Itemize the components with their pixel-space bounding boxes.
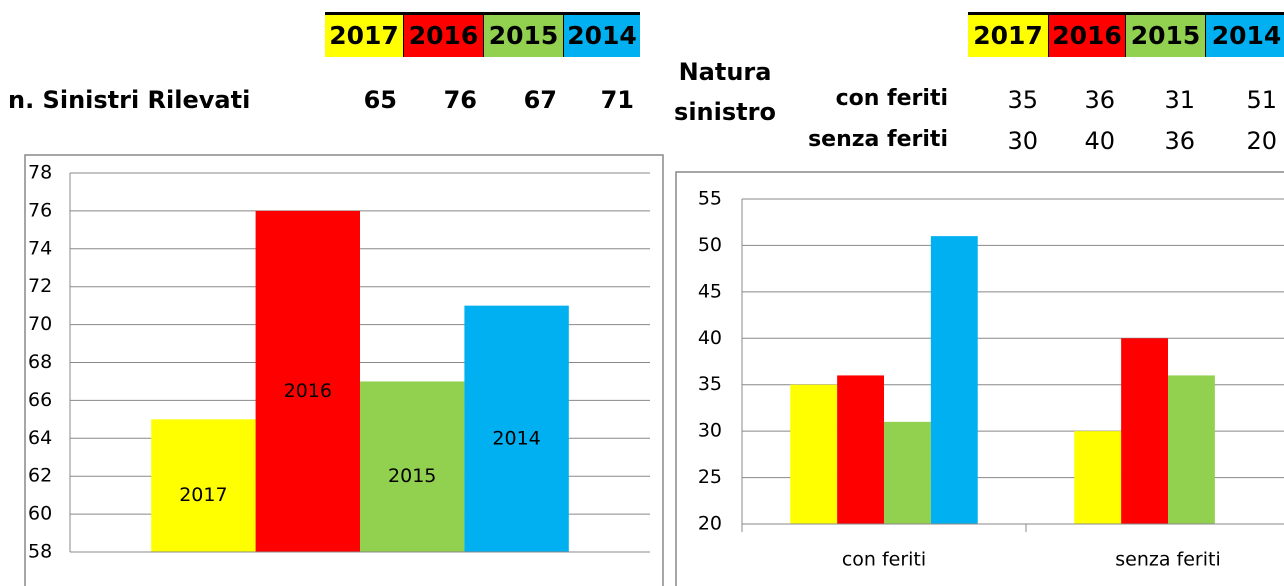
y-tick-label: 40	[698, 327, 722, 349]
y-tick-label: 78	[28, 162, 52, 184]
table-header: 2017 2016 2015 2014	[968, 12, 1284, 57]
y-tick-label: 50	[698, 234, 722, 256]
x-tick-label: senza feriti	[1115, 549, 1220, 571]
cell-value: 40	[1084, 127, 1115, 155]
y-tick-label: 70	[28, 313, 52, 335]
y-tick-label: 72	[28, 275, 52, 297]
column-header: 2014	[563, 15, 640, 57]
row-label: senza feriti	[808, 127, 948, 152]
bar	[151, 419, 256, 552]
bar	[884, 421, 931, 524]
cell-value: 20	[1246, 127, 1277, 155]
cell-value: 76	[443, 86, 477, 114]
bar	[464, 305, 569, 552]
bar-label: 2015	[388, 465, 436, 487]
y-tick-label: 20	[698, 513, 722, 535]
y-tick-label: 74	[28, 237, 52, 259]
bar	[790, 384, 838, 524]
bar	[360, 381, 465, 552]
row-label: con feriti	[835, 86, 948, 111]
bar	[930, 236, 978, 524]
bar-label: 2017	[179, 484, 227, 506]
cell-value: 31	[1164, 86, 1195, 114]
y-tick-label: 68	[28, 351, 52, 373]
y-tick-label: 30	[698, 420, 722, 442]
column-header: 2014	[1205, 15, 1284, 57]
cell-value: 36	[1164, 127, 1195, 155]
y-tick-label: 64	[28, 427, 52, 449]
bar	[837, 375, 884, 524]
table-title: Natura sinistro	[674, 58, 776, 126]
bar	[255, 210, 360, 552]
table-header: 2017 2016 2015 2014	[325, 12, 640, 57]
y-tick-label: 62	[28, 465, 52, 487]
bar-label: 2016	[284, 380, 332, 402]
column-header: 2017	[325, 15, 403, 57]
column-header: 2015	[1125, 15, 1205, 57]
cell-value: 35	[1007, 86, 1038, 114]
bar-label: 2014	[492, 427, 540, 449]
bar	[1074, 431, 1122, 524]
cell-value: 36	[1084, 86, 1115, 114]
y-tick-label: 58	[28, 541, 52, 563]
y-tick-label: 76	[28, 199, 52, 221]
cell-value: 30	[1007, 127, 1038, 155]
column-header: 2016	[403, 15, 483, 57]
bar	[1121, 338, 1168, 524]
y-tick-label: 25	[698, 466, 722, 488]
cell-value: 71	[600, 86, 634, 114]
row-label: n. Sinistri Rilevati	[8, 86, 251, 114]
x-tick-label: con feriti	[842, 549, 926, 571]
y-tick-label: 66	[28, 389, 52, 411]
bar	[1168, 375, 1215, 524]
cell-value: 51	[1246, 86, 1277, 114]
y-tick-label: 55	[698, 188, 722, 210]
y-tick-label: 60	[28, 503, 52, 525]
y-tick-label: 35	[698, 373, 722, 395]
column-header: 2016	[1048, 15, 1125, 57]
column-header: 2017	[968, 15, 1048, 57]
column-header: 2015	[483, 15, 563, 57]
cell-value: 67	[523, 86, 557, 114]
cell-value: 65	[363, 86, 397, 114]
y-tick-label: 45	[698, 280, 722, 302]
